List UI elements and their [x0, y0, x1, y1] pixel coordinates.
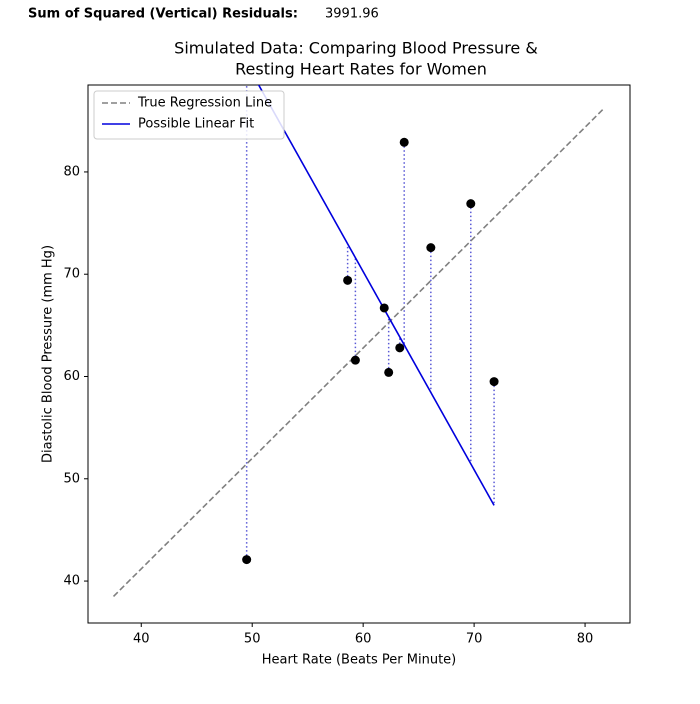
x-axis-label: Heart Rate (Beats Per Minute): [262, 653, 457, 668]
scatter-point: [399, 137, 409, 147]
annotation-label: Sum of Squared (Vertical) Residuals:: [28, 7, 298, 22]
y-tick-label: 50: [63, 471, 80, 486]
scatter-point: [395, 343, 405, 353]
scatter-point: [466, 199, 476, 209]
series-line: [257, 85, 495, 506]
x-tick-label: 40: [133, 632, 150, 647]
series-line: [112, 108, 604, 597]
scatter-point: [489, 377, 499, 387]
legend-box: [93, 90, 285, 140]
plot-frame: [87, 84, 631, 624]
x-tick-label: 60: [355, 632, 372, 647]
y-tick-label: 70: [63, 267, 80, 282]
y-tick-label: 40: [63, 574, 80, 589]
chart-title: Resting Heart Rates for Women: [235, 60, 487, 79]
y-tick-label: 80: [63, 164, 80, 179]
scatter-point: [379, 303, 389, 313]
legend-label: Possible Linear Fit: [138, 117, 254, 132]
y-tick-label: 60: [63, 369, 80, 384]
plot-area: [112, 85, 604, 597]
scatter-point: [384, 367, 394, 377]
legend-label: True Regression Line: [137, 96, 272, 111]
scatter-point: [426, 243, 436, 253]
x-tick-label: 50: [244, 632, 261, 647]
chart-title: Simulated Data: Comparing Blood Pressure…: [174, 39, 538, 58]
x-tick-label: 80: [577, 632, 594, 647]
scatter-point: [343, 275, 353, 285]
annotation-value: 3991.96: [325, 7, 379, 22]
scatter-point: [242, 555, 252, 565]
scatter-point: [350, 355, 360, 365]
y-axis-label: Diastolic Blood Pressure (mm Hg): [41, 245, 56, 463]
x-tick-label: 70: [466, 632, 483, 647]
